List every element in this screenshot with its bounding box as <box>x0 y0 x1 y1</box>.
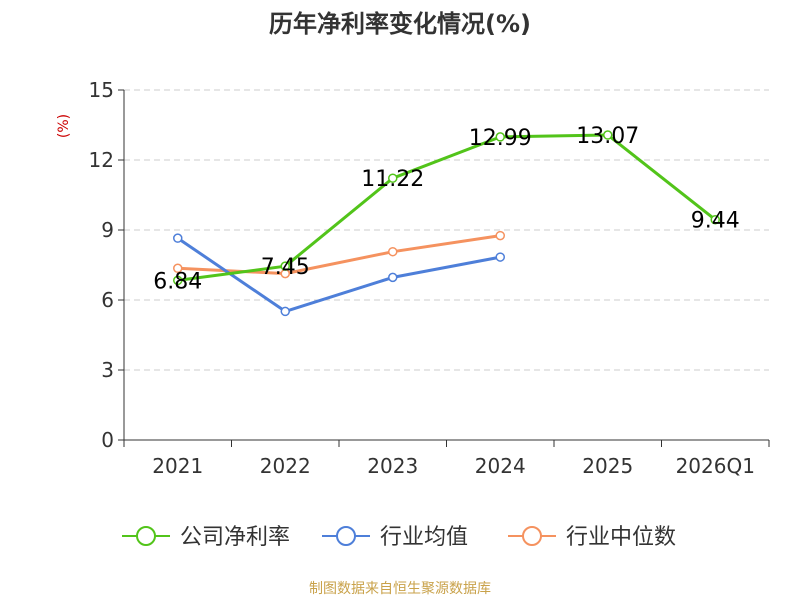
x-tick-label: 2025 <box>582 454 633 478</box>
series-line <box>177 234 501 276</box>
data-label: 11.22 <box>361 167 424 192</box>
data-point <box>495 230 505 241</box>
legend-label: 行业均值 <box>380 525 468 550</box>
data-label: 12.99 <box>469 126 532 151</box>
y-axis-label: (%) <box>56 114 72 138</box>
data-label: 9.44 <box>691 209 740 234</box>
series-line <box>177 133 717 282</box>
legend-marker <box>522 526 542 546</box>
data-point <box>603 130 613 140</box>
data-point <box>173 263 183 274</box>
y-tick-label: 15 <box>89 78 114 102</box>
legend-marker <box>136 526 156 546</box>
data-point <box>710 214 720 225</box>
legend-marker <box>336 526 356 546</box>
data-label: 6.84 <box>153 269 202 294</box>
x-tick-label: 2024 <box>475 454 526 478</box>
gridlines <box>124 89 769 371</box>
legend-label: 行业中位数 <box>566 525 676 550</box>
data-point <box>495 252 505 262</box>
data-point <box>388 272 398 283</box>
data-labels: 6.84 7.45 11.22 12.99 13.07 9.44 <box>153 124 739 294</box>
legend-label: 公司净利率 <box>180 525 290 550</box>
axes: 0 3 6 9 12 15 2021 2022 2023 2024 2025 2026Q1 <box>89 78 770 478</box>
y-tick-label: 0 <box>101 428 114 452</box>
y-tick-label: 12 <box>89 148 114 172</box>
y-tick-label: 9 <box>101 218 114 242</box>
legend-item[interactable]: 公司净利率 <box>122 525 290 550</box>
data-label: 13.07 <box>576 124 639 149</box>
data-point <box>280 261 290 271</box>
data-point <box>173 233 183 243</box>
data-label: 7.45 <box>261 255 310 280</box>
y-tick-label: 3 <box>101 358 114 382</box>
data-point <box>388 246 398 257</box>
source-note: 制图数据来自恒生聚源数据库 <box>309 581 491 597</box>
data-point <box>388 173 398 183</box>
x-tick-label: 2021 <box>152 454 203 478</box>
data-point <box>173 275 183 286</box>
legend-item[interactable]: 行业中位数 <box>508 525 676 550</box>
x-tick-label: 2022 <box>260 454 311 478</box>
x-tick-label: 2026Q1 <box>676 454 755 478</box>
x-tick-label: 2023 <box>367 454 418 478</box>
data-point <box>495 132 505 142</box>
data-point <box>280 306 290 317</box>
series <box>173 130 720 317</box>
y-tick-label: 6 <box>101 288 114 312</box>
chart-title: 历年净利率变化情况(%) <box>269 10 531 38</box>
legend[interactable]: 公司净利率 行业均值 行业中位数 <box>122 525 676 550</box>
legend-item[interactable]: 行业均值 <box>322 525 468 550</box>
